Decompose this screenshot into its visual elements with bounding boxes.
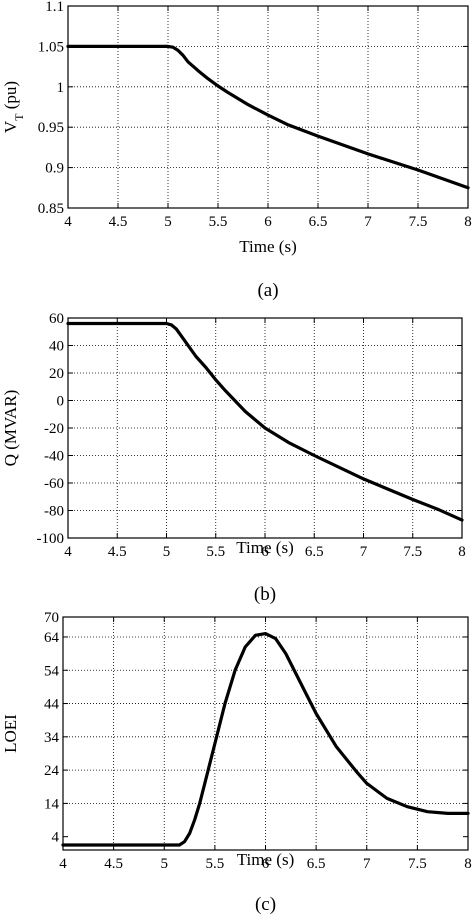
- plot-frame: [62, 616, 469, 851]
- y-tick-label: -100: [37, 531, 65, 547]
- y-tick-label: 34: [44, 730, 60, 746]
- y-axis-title: Q (MVAR): [1, 390, 20, 467]
- series-line: [66, 321, 464, 522]
- x-tick-label: 6: [261, 544, 269, 560]
- chart-panel-b: 4 4.5 5 5.5 6 6.5 7 7.5 8 -100 -80 -60 -40 -20 0 20 40 60…: [1, 311, 466, 605]
- series-line: [66, 44, 470, 190]
- plot-frame: [67, 317, 463, 539]
- y-tick-label: 1.05: [38, 39, 64, 55]
- y-axis-title: VT (pu): [1, 81, 26, 133]
- y-tick-label: 20: [49, 366, 64, 382]
- panel-caption: (b): [254, 584, 276, 605]
- y-tick-label: 0: [57, 394, 65, 410]
- x-tick-label: 4.5: [109, 214, 128, 230]
- y-tick-label: 0.95: [38, 120, 64, 136]
- x-tick-label: 4: [64, 214, 72, 230]
- x-tick-label: 8: [464, 856, 472, 872]
- y-tick-label: 64: [44, 630, 60, 646]
- x-tick-label: 5: [161, 856, 169, 872]
- x-tick-label: 5: [164, 214, 172, 230]
- y-tick-label: 44: [44, 697, 60, 713]
- x-tick-label: 5: [163, 544, 171, 560]
- x-tick-label: 5.5: [206, 544, 225, 560]
- x-tick-label: 8: [464, 214, 472, 230]
- x-tick-label: 6.5: [305, 544, 324, 560]
- y-tick-label: 4: [52, 830, 60, 846]
- series-line: [61, 631, 470, 847]
- plot-frame: [67, 5, 469, 209]
- x-tick-label: 7: [360, 544, 368, 560]
- y-tick-label: -40: [44, 449, 64, 465]
- y-tick-label: 0.9: [45, 161, 64, 177]
- x-tick-label: 7.5: [408, 856, 427, 872]
- x-tick-label: 8: [458, 544, 466, 560]
- chart-panel-c: 4 4.5 5 5.5 6 6.5 7 7.5 8 4 14 24 34 44 54 64 70 Time (s)…: [1, 610, 472, 915]
- y-tick-label: 60: [49, 311, 64, 327]
- y-tick-label: 54: [44, 663, 60, 679]
- panel-caption: (c): [255, 894, 276, 915]
- x-tick-label: 6.5: [307, 856, 326, 872]
- y-tick-label: -80: [44, 504, 64, 520]
- x-tick-label: 7.5: [409, 214, 428, 230]
- chart-panel-a: 4 4.5 5 5.5 6 6.5 7 7.5 8 0.85 0.9 0.95 1 1.05 1.1 Time…: [1, 0, 472, 301]
- x-tick-label: 4: [59, 856, 67, 872]
- y-tick-label: 24: [44, 763, 60, 779]
- x-tick-label: 5.5: [209, 214, 228, 230]
- x-tick-label: 4.5: [104, 856, 123, 872]
- y-tick-label: -20: [44, 421, 64, 437]
- y-axis-title: LOEI: [1, 714, 20, 753]
- y-tick-label: 0.85: [38, 201, 64, 217]
- x-tick-label: 7: [363, 856, 371, 872]
- y-tick-label: -60: [44, 476, 64, 492]
- x-tick-label: 4: [64, 544, 72, 560]
- x-axis-title: Time (s): [236, 538, 293, 557]
- x-tick-label: 6.5: [309, 214, 328, 230]
- y-tick-label: 14: [44, 796, 60, 812]
- x-tick-label: 4.5: [108, 544, 127, 560]
- x-tick-label: 7.5: [403, 544, 422, 560]
- x-axis-title: Time (s): [239, 237, 296, 256]
- panel-caption: (a): [257, 280, 278, 301]
- x-tick-label: 6: [262, 856, 270, 872]
- x-tick-label: 5.5: [206, 856, 225, 872]
- y-tick-label: 1.1: [45, 0, 64, 15]
- x-tick-label: 6: [264, 214, 272, 230]
- x-tick-label: 7: [364, 214, 372, 230]
- y-tick-label: 40: [49, 339, 64, 355]
- y-tick-label: 70: [44, 610, 59, 626]
- x-axis-title: Time (s): [237, 850, 294, 869]
- y-tick-label: 1: [57, 80, 65, 96]
